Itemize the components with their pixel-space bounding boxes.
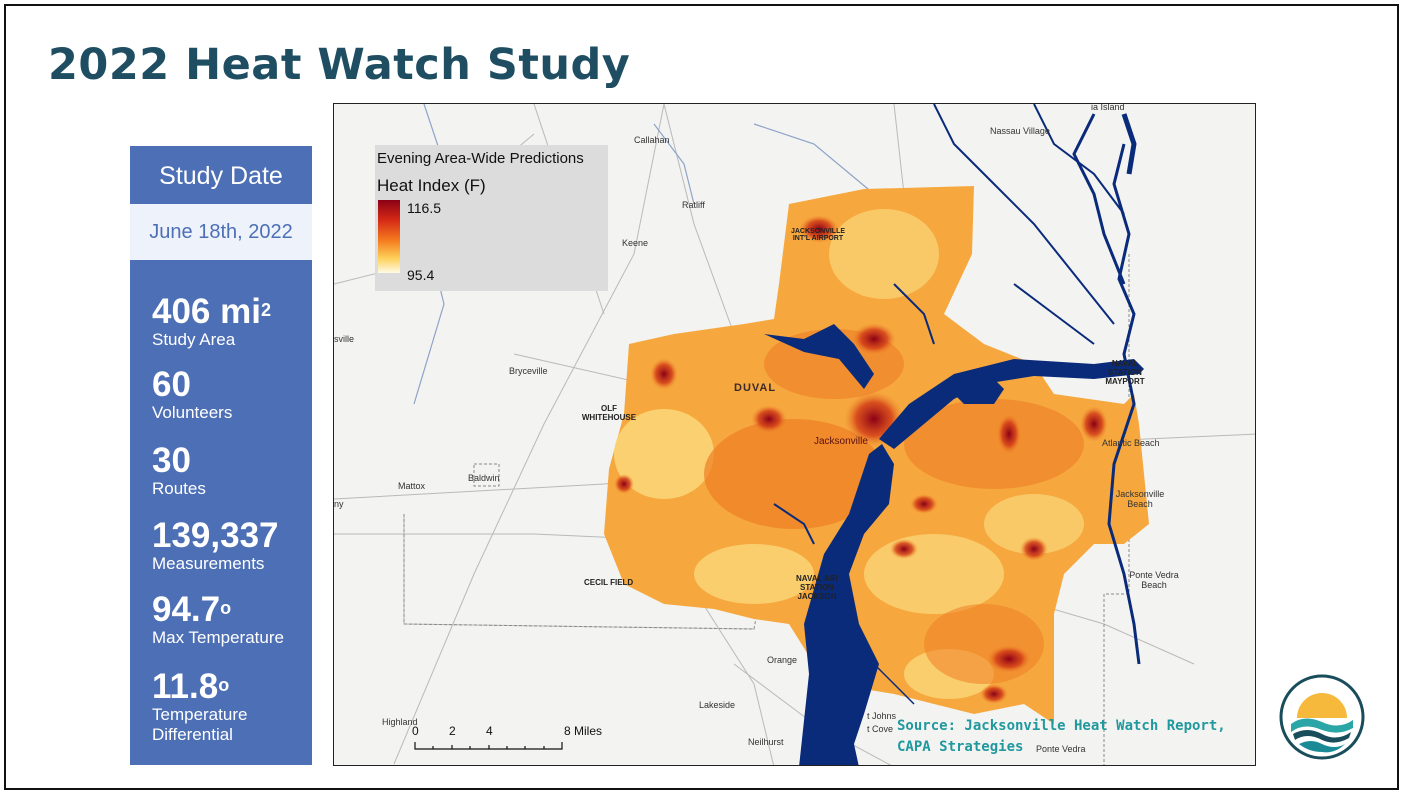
study-date-value: June 18th, 2022 <box>130 204 312 260</box>
place-label: NAVAL STATION MAYPORT <box>1105 359 1145 386</box>
place-label: Ratliff <box>682 200 705 210</box>
scale-ruler <box>414 742 563 750</box>
place-label: Lakeside <box>699 700 736 710</box>
map-canvas <box>334 104 1255 765</box>
stat-value: 30 <box>152 441 191 480</box>
heat-map[interactable]: Callahan Ratliff Keene Nassau Village ia… <box>333 103 1256 766</box>
stat-label: Max Temperature <box>152 628 284 647</box>
stat-label: Routes <box>152 479 206 498</box>
place-label: Neilhurst <box>748 737 784 747</box>
stat-value: 139,337 <box>152 516 279 555</box>
place-label: CECIL FIELD <box>584 578 634 587</box>
stat-temperature-differential: 11.8o Temperature Differential <box>152 669 302 745</box>
slide-frame <box>4 4 1399 790</box>
place-label: Baldwin <box>468 473 500 483</box>
place-label: Nassau Village <box>990 126 1050 136</box>
scale-tick-label: 2 <box>449 724 456 738</box>
page-title: 2022 Heat Watch Study <box>48 40 631 90</box>
stat-value: 11.8o <box>152 667 230 706</box>
map-legend: Evening Area-Wide Predictions Heat Index… <box>375 145 608 291</box>
source-line-1: Source: Jacksonville Heat Watch Report, <box>897 718 1226 734</box>
stat-measurements: 139,337 Measurements <box>152 518 279 574</box>
place-label: Ponte Vedra <box>1036 744 1086 754</box>
scale-unit-label: 8 Miles <box>564 724 603 738</box>
stat-value: 406 mi2 <box>152 292 271 331</box>
stats-panel: Study Date June 18th, 2022 406 mi2 Study… <box>130 146 312 765</box>
legend-color-ramp <box>378 200 400 273</box>
place-label: JACKSONVILLE INT'L AIRPORT <box>790 228 846 242</box>
place-label: Jacksonville <box>814 436 868 447</box>
legend-max-value: 116.5 <box>407 200 441 216</box>
stat-label: Measurements <box>152 554 265 573</box>
stat-label: Temperature Differential <box>152 705 248 744</box>
scale-tick-label: 0 <box>412 724 419 738</box>
place-label: sville <box>334 334 355 344</box>
place-label: Jacksonville Beach <box>1115 489 1165 509</box>
stat-max-temperature: 94.7o Max Temperature <box>152 592 284 648</box>
legend-subtitle: Heat Index (F) <box>377 176 486 195</box>
legend-title: Evening Area-Wide Predictions <box>377 150 584 167</box>
place-label: Keene <box>622 238 649 248</box>
study-date-header: Study Date <box>159 162 283 190</box>
resilient-jacksonville-logo <box>1279 674 1365 760</box>
stat-volunteers: 60 Volunteers <box>152 367 232 423</box>
place-label: Callahan <box>634 135 670 145</box>
place-label: ny <box>334 499 344 509</box>
place-label: t Johns <box>867 711 897 721</box>
stat-routes: 30 Routes <box>152 443 206 499</box>
scale-tick-label: 4 <box>486 724 493 738</box>
stat-label: Study Area <box>152 330 236 349</box>
place-label: Bryceville <box>509 366 548 376</box>
legend-min-value: 95.4 <box>407 267 435 283</box>
place-label: Mattox <box>398 481 426 491</box>
place-label: t Cove <box>867 724 894 734</box>
place-label: Atlantic Beach <box>1102 438 1160 448</box>
place-label: Orange <box>767 655 798 665</box>
water <box>764 104 1144 765</box>
place-label: ia Island <box>1091 103 1125 112</box>
place-label: NAVAL AIR STATION JACKSON <box>796 574 838 601</box>
source-line-2: CAPA Strategies <box>897 739 1024 755</box>
stat-value: 60 <box>152 365 191 404</box>
place-label: DUVAL <box>734 382 777 394</box>
place-label: Highland <box>382 717 418 727</box>
place-label: Ponte Vedra Beach <box>1129 570 1179 590</box>
source-credit: Source: Jacksonville Heat Watch Report, … <box>897 716 1226 758</box>
stat-label: Volunteers <box>152 403 233 422</box>
place-label: OLF WHITEHOUSE <box>581 404 637 422</box>
stat-study-area: 406 mi2 Study Area <box>152 294 271 350</box>
stat-value: 94.7o <box>152 590 232 629</box>
